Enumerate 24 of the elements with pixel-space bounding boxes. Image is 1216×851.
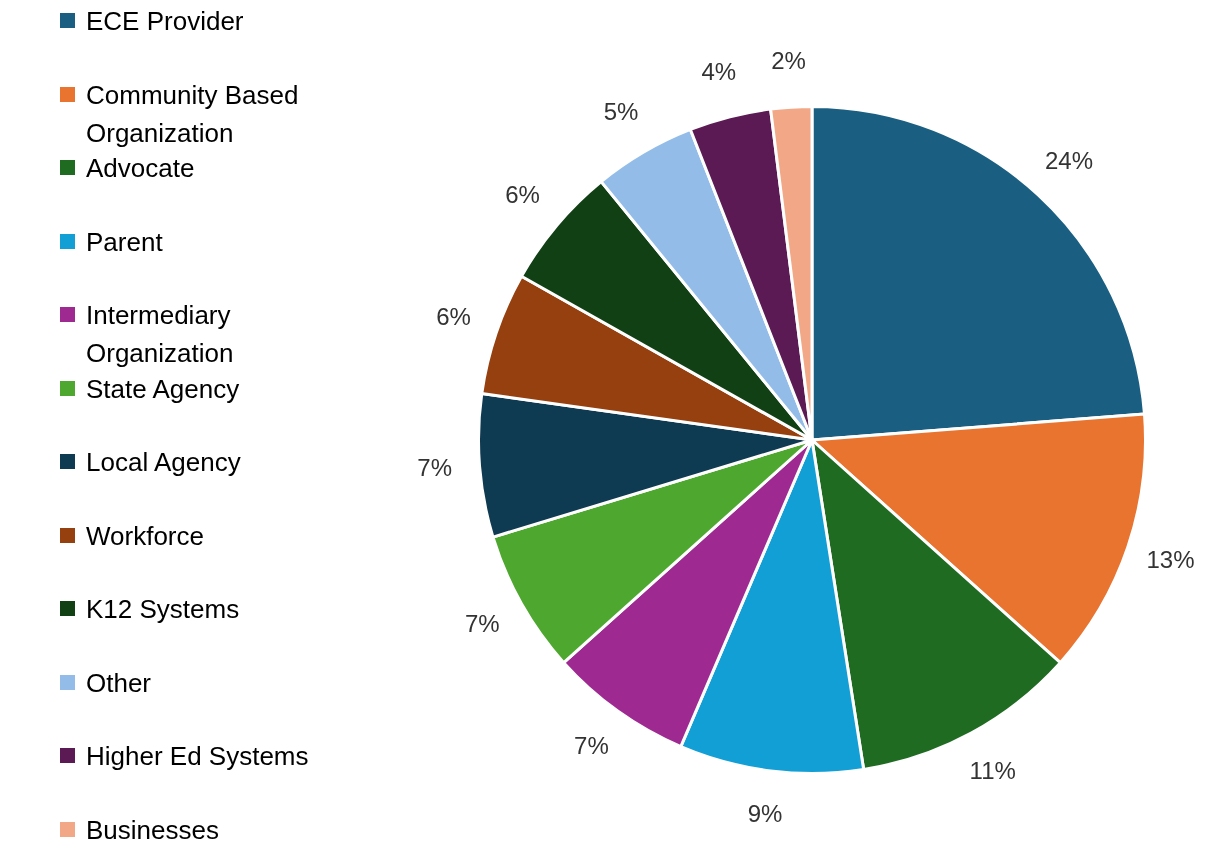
legend-label: Higher Ed Systems: [86, 740, 310, 773]
data-label: 24%: [1045, 146, 1094, 174]
legend-label: Intermediary Organization: [86, 299, 235, 370]
data-label: 6%: [505, 180, 540, 208]
legend-label: Businesses: [86, 813, 220, 847]
data-label: 7%: [417, 454, 452, 482]
data-label: 2%: [771, 46, 806, 74]
legend-label: Workforce: [86, 519, 205, 553]
legend-label: Local Agency: [86, 446, 242, 479]
data-label: 4%: [701, 57, 737, 85]
data-label: 9%: [747, 800, 783, 828]
legend-label: Community Based Organization: [86, 78, 300, 150]
data-label: 5%: [603, 97, 639, 125]
legend-label: K12 Systems: [86, 593, 241, 626]
data-label: 13%: [1146, 546, 1195, 574]
legend-label: Advocate: [86, 152, 196, 185]
data-label: 7%: [464, 610, 500, 638]
legend-label: Parent: [86, 225, 164, 259]
data-label: 11%: [969, 757, 1016, 785]
legend-label: Other: [86, 666, 153, 700]
legend-label: State Agency: [86, 372, 241, 406]
legend-label: ECE Provider: [86, 5, 245, 38]
data-label: 7%: [574, 732, 609, 760]
data-label: 6%: [436, 303, 471, 331]
